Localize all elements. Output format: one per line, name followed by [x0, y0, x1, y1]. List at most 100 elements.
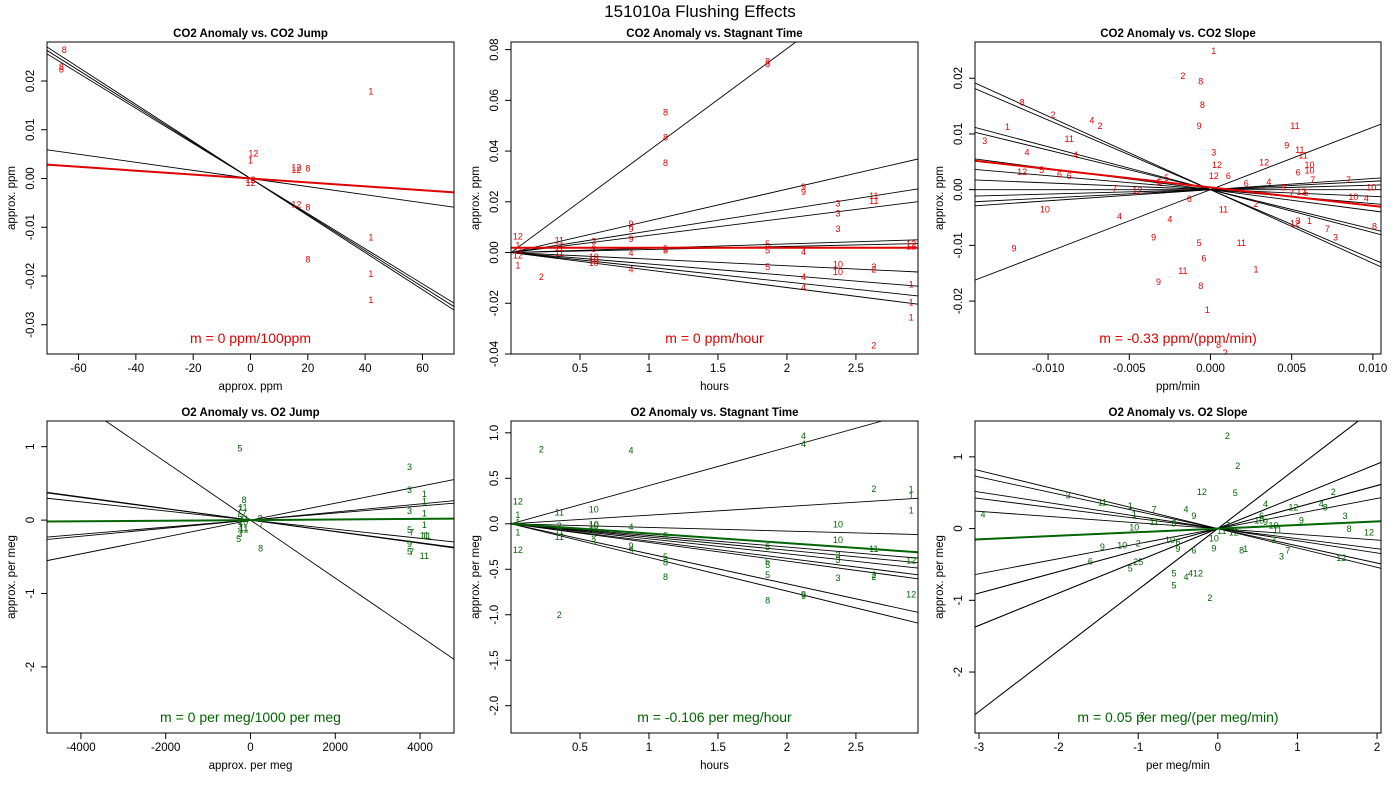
y-tick-label: -0.02 — [489, 290, 501, 316]
regression-line — [105, 421, 454, 660]
data-point-label: 3 — [591, 537, 596, 547]
data-point-label: 2 — [871, 570, 876, 580]
chart-panel-2: CO2 Anomaly vs. Stagnant Time 0.5 1 1.5 2 2.5… — [470, 28, 919, 393]
data-point-label: 2 — [1180, 71, 1185, 81]
data-point-label: 11 — [1219, 205, 1228, 215]
data-point-label: 4 — [1266, 177, 1271, 187]
data-point-label: 8 — [765, 596, 770, 606]
data-point-label: 4 — [1073, 150, 1078, 160]
data-point-label: 2 — [557, 610, 562, 620]
x-tick-label: 1.5 — [710, 363, 726, 375]
data-point-label: 8 — [663, 158, 668, 168]
plot-frame — [510, 41, 919, 355]
data-point-label: 1 — [1211, 46, 1216, 56]
data-point-label: 5 — [663, 552, 668, 562]
data-point-label: 6 — [1296, 167, 1301, 177]
data-point-label: 1 — [515, 510, 520, 520]
data-point-label: 12 — [291, 162, 301, 172]
regression-line — [975, 179, 1381, 198]
data-point-label: 8 — [1198, 281, 1203, 291]
data-point-label: 412 — [1188, 569, 1203, 579]
plot-frame — [46, 41, 455, 355]
chart-title: O2 Anomaly vs. O2 Slope — [1109, 407, 1248, 419]
x-tick-label: 2000 — [322, 742, 348, 754]
regression-line — [511, 239, 918, 253]
data-point-label: 4 — [801, 247, 806, 257]
data-point-label: 11 — [555, 527, 564, 537]
data-point-label: 11 — [239, 524, 248, 534]
data-point-label: 12 — [1132, 186, 1142, 196]
data-point-label: 3 — [835, 199, 840, 209]
data-point-label: 12 — [1364, 528, 1374, 538]
data-point-label: 4 — [629, 248, 634, 258]
x-tick-label: 0.5 — [572, 742, 588, 754]
data-point-label: 10 — [1305, 160, 1315, 170]
slope-annotation: m = 0 ppm/100ppm — [190, 330, 311, 346]
data-point-label: 5 — [663, 531, 668, 541]
data-point-label: 12 — [291, 165, 301, 175]
data-point-label: 11 — [513, 246, 522, 256]
data-point-label: 5 — [236, 534, 241, 544]
slope-annotation: m = 0.05 per meg/(per meg/min) — [1077, 709, 1278, 725]
data-point-label: 11 — [869, 196, 878, 206]
data-point-label: 2 — [871, 265, 876, 275]
data-point-label: 1 — [1132, 510, 1137, 520]
regression-line — [975, 484, 1381, 595]
data-point-label: 5 — [765, 262, 770, 272]
x-tick-label: 0.010 — [1358, 363, 1387, 375]
data-point-label: 2 — [1207, 593, 1212, 603]
data-point-label: 1 — [422, 508, 427, 518]
x-axis-label: hours — [700, 760, 729, 772]
y-tick-label: 0.00 — [489, 241, 501, 263]
data-point-label: 10 — [589, 258, 599, 268]
data-point-label: 12 — [906, 589, 916, 599]
plot-frame — [46, 420, 455, 734]
data-point-label: 7 — [1289, 188, 1294, 198]
data-point-label: 7 — [409, 527, 414, 537]
slope-annotation: m = -0.106 per meg/hour — [637, 709, 792, 725]
regression-line — [511, 42, 797, 253]
data-point-label: 8 — [1323, 503, 1328, 513]
data-point-label: 4 — [1319, 499, 1324, 509]
data-point-label: 4 — [1183, 572, 1188, 582]
regression-line — [975, 123, 1381, 281]
y-tick-label: -1 — [25, 588, 37, 598]
y-tick-label: 0.02 — [489, 191, 501, 213]
data-point-label: 11 — [1149, 517, 1158, 527]
data-point-label: 4 — [801, 282, 806, 292]
data-point-label: 1 — [909, 298, 914, 308]
chart-panel-5: O2 Anomaly vs. Stagnant Time 0.5 1 1.5 2 2.5 -… — [470, 407, 919, 772]
overall-fit-line — [511, 522, 918, 554]
data-point-label: 8 — [59, 62, 64, 72]
overall-fit-line — [975, 520, 1381, 541]
data-point-label: 1 — [909, 506, 914, 516]
data-point-label: 8 — [305, 163, 310, 173]
data-point-label: 11 — [1237, 238, 1246, 248]
data-point-label: 3 — [1343, 511, 1348, 521]
data-point-label: 9 — [629, 234, 634, 244]
data-point-label: 9 — [801, 187, 806, 197]
y-tick-label: 0 — [953, 525, 965, 531]
regression-line — [975, 475, 1381, 565]
data-point-label: 10 — [589, 505, 599, 515]
data-point-label: 3 — [237, 529, 242, 539]
slope-annotation: m = 0 ppm/hour — [665, 330, 764, 346]
x-tick-label: 0 — [1215, 742, 1221, 754]
plot-area: 2121111211211112101010334499558855558449… — [511, 421, 918, 624]
data-point-label: 1 — [909, 280, 914, 290]
data-point-label: 8 — [258, 544, 263, 554]
data-point-label: 11 — [238, 502, 247, 512]
x-tick-label: -3 — [974, 742, 984, 754]
data-point-label: 8 — [663, 133, 668, 143]
data-point-label: 12 — [1296, 187, 1306, 197]
x-tick-label: -2 — [1053, 742, 1063, 754]
data-point-label: 9 — [1281, 182, 1286, 192]
x-axis-label: per meg/min — [1146, 760, 1210, 772]
data-point-label: 7 — [1152, 505, 1157, 515]
y-tick-label: 0.0 — [489, 516, 501, 532]
data-point-label: 10 — [1209, 533, 1219, 543]
x-tick-label: 0.5 — [572, 363, 588, 375]
data-point-label: 11 — [420, 551, 429, 561]
x-tick-label: -60 — [70, 363, 87, 375]
data-point-label: 11 — [1290, 121, 1299, 131]
